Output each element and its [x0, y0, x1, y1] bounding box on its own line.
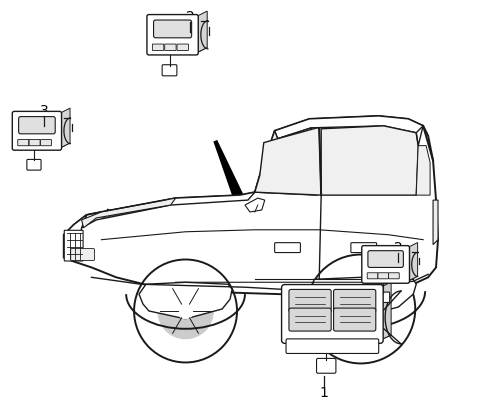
FancyBboxPatch shape	[154, 20, 192, 38]
FancyBboxPatch shape	[275, 243, 300, 252]
FancyBboxPatch shape	[29, 140, 40, 146]
FancyBboxPatch shape	[40, 140, 51, 146]
Polygon shape	[82, 192, 255, 228]
FancyBboxPatch shape	[18, 140, 29, 146]
FancyBboxPatch shape	[152, 44, 164, 51]
FancyBboxPatch shape	[282, 285, 383, 343]
Polygon shape	[105, 209, 190, 286]
Circle shape	[379, 220, 388, 230]
Polygon shape	[14, 143, 70, 148]
Circle shape	[178, 303, 193, 319]
Text: 3: 3	[39, 104, 48, 118]
FancyBboxPatch shape	[367, 273, 378, 279]
FancyBboxPatch shape	[362, 246, 409, 283]
Polygon shape	[364, 276, 418, 281]
Text: 2: 2	[394, 241, 403, 255]
Text: 2: 2	[186, 10, 195, 24]
Polygon shape	[275, 116, 423, 139]
FancyBboxPatch shape	[19, 117, 55, 134]
Polygon shape	[139, 282, 232, 319]
Polygon shape	[321, 126, 418, 195]
FancyBboxPatch shape	[71, 249, 95, 260]
Circle shape	[352, 300, 370, 318]
FancyBboxPatch shape	[165, 44, 176, 51]
FancyBboxPatch shape	[12, 111, 61, 150]
FancyBboxPatch shape	[334, 289, 376, 312]
Polygon shape	[380, 282, 391, 340]
FancyBboxPatch shape	[147, 15, 198, 55]
FancyBboxPatch shape	[289, 289, 331, 312]
Polygon shape	[82, 198, 176, 228]
FancyBboxPatch shape	[316, 358, 336, 373]
Text: 1: 1	[320, 386, 329, 400]
Polygon shape	[60, 108, 70, 148]
Polygon shape	[149, 48, 207, 53]
Polygon shape	[285, 246, 350, 314]
FancyBboxPatch shape	[351, 243, 377, 252]
Polygon shape	[255, 128, 321, 195]
FancyBboxPatch shape	[376, 292, 390, 303]
Polygon shape	[64, 215, 86, 257]
Circle shape	[158, 283, 213, 339]
Circle shape	[331, 279, 391, 339]
Polygon shape	[196, 11, 207, 53]
FancyBboxPatch shape	[378, 273, 388, 279]
Polygon shape	[312, 277, 416, 317]
Polygon shape	[433, 200, 438, 245]
Polygon shape	[245, 198, 265, 212]
FancyBboxPatch shape	[334, 308, 376, 331]
FancyBboxPatch shape	[27, 159, 41, 170]
FancyBboxPatch shape	[368, 251, 403, 268]
Polygon shape	[213, 140, 254, 222]
FancyBboxPatch shape	[389, 273, 399, 279]
FancyBboxPatch shape	[286, 339, 379, 354]
Polygon shape	[64, 116, 438, 294]
Polygon shape	[285, 335, 391, 340]
FancyBboxPatch shape	[64, 230, 83, 261]
Polygon shape	[408, 242, 418, 281]
Polygon shape	[255, 128, 317, 195]
FancyBboxPatch shape	[177, 44, 189, 51]
Polygon shape	[416, 145, 430, 195]
Polygon shape	[357, 265, 383, 320]
FancyBboxPatch shape	[162, 65, 177, 76]
FancyBboxPatch shape	[289, 308, 331, 331]
